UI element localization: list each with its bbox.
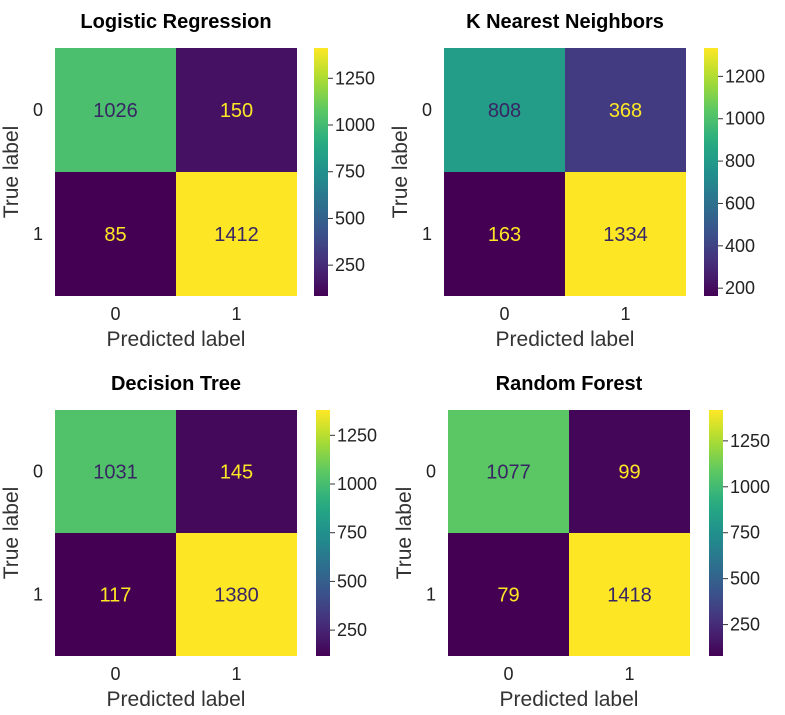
y-tick-label: 1 xyxy=(422,224,432,244)
confusion-matrix-panel-3: Random Forest 1077 99 79 1418 0 1 Predicted lab… xyxy=(393,373,770,711)
heatmap-cell xyxy=(176,48,297,172)
y-tick-label: 1 xyxy=(33,224,43,244)
x-axis-label: Predicted label xyxy=(496,328,635,351)
x-tick-label: 0 xyxy=(503,664,513,684)
colorbar-tick-label: 600 xyxy=(725,193,755,213)
heatmap-cell xyxy=(55,410,176,533)
cell-value-label: 145 xyxy=(220,462,253,484)
y-axis-label: True label xyxy=(0,126,23,219)
cell-value-label: 163 xyxy=(488,224,521,246)
confusion-matrix-panel-2: Decision Tree 1031 145 117 1380 0 1 Predicted l… xyxy=(0,373,377,711)
y-axis-label: True label xyxy=(0,487,23,580)
cell-value-label: 1418 xyxy=(607,585,652,607)
colorbar-tick-label: 500 xyxy=(337,571,367,591)
colorbar-tick-label: 1000 xyxy=(335,115,375,135)
y-axis-label: True label xyxy=(393,487,416,580)
cell-value-label: 1334 xyxy=(603,224,648,246)
colorbar xyxy=(316,410,330,656)
colorbar-tick-label: 1000 xyxy=(730,477,770,497)
panel-title: Decision Tree xyxy=(111,373,241,395)
heatmap-cell xyxy=(176,172,297,296)
cell-value-label: 808 xyxy=(488,100,521,122)
x-tick-label: 0 xyxy=(499,304,509,324)
heatmap-cell xyxy=(55,533,176,656)
y-tick-label: 1 xyxy=(33,585,43,605)
colorbar-tick-label: 750 xyxy=(730,523,760,543)
heatmap-cell xyxy=(569,410,690,533)
colorbar xyxy=(314,48,328,296)
cell-value-label: 99 xyxy=(618,462,640,484)
heatmap-cell xyxy=(448,533,569,656)
colorbar-tick-label: 1250 xyxy=(730,431,770,451)
cell-value-label: 150 xyxy=(220,100,253,122)
panel-title: Logistic Regression xyxy=(80,11,271,33)
cell-value-label: 117 xyxy=(100,585,132,607)
y-tick-label: 0 xyxy=(422,100,432,120)
colorbar-tick-label: 750 xyxy=(335,162,365,182)
colorbar-tick-label: 250 xyxy=(337,620,367,640)
colorbar-tick-label: 1200 xyxy=(725,66,765,86)
y-axis-label: True label xyxy=(389,126,412,219)
cell-value-label: 1412 xyxy=(214,224,259,246)
x-tick-label: 1 xyxy=(231,304,241,324)
cell-value-label: 85 xyxy=(104,224,126,246)
colorbar-tick-label: 200 xyxy=(725,278,755,298)
x-axis-label: Predicted label xyxy=(107,688,246,711)
y-tick-label: 0 xyxy=(33,100,43,120)
y-tick-label: 0 xyxy=(426,462,436,482)
cell-value-label: 1077 xyxy=(486,462,531,484)
heatmap-cell xyxy=(448,410,569,533)
cell-value-label: 368 xyxy=(609,100,642,122)
colorbar-tick-label: 400 xyxy=(725,236,755,256)
panel-title: Random Forest xyxy=(496,373,643,395)
cell-value-label: 1380 xyxy=(214,585,259,607)
heatmap-cell xyxy=(176,533,297,656)
heatmap-cell xyxy=(55,48,176,172)
colorbar xyxy=(704,48,718,296)
x-axis-label: Predicted label xyxy=(500,688,639,711)
colorbar-tick-label: 250 xyxy=(335,255,365,275)
heatmap-cell xyxy=(176,410,297,533)
colorbar-tick-label: 1000 xyxy=(725,109,765,129)
x-tick-label: 1 xyxy=(231,664,241,684)
panel-title: K Nearest Neighbors xyxy=(466,11,664,33)
colorbar-tick-label: 1000 xyxy=(337,474,377,494)
heatmap-cell xyxy=(565,48,686,172)
cell-value-label: 1026 xyxy=(93,100,138,122)
confusion-matrix-panel-1: K Nearest Neighbors 808 368 163 1334 0 1 Predic… xyxy=(389,11,765,351)
confusion-matrix-panel-0: Logistic Regression 1026 150 85 1412 0 1 Predic… xyxy=(0,11,375,351)
x-tick-label: 1 xyxy=(620,304,630,324)
cell-value-label: 1031 xyxy=(93,462,138,484)
heatmap-cell xyxy=(444,172,565,296)
cell-value-label: 79 xyxy=(497,585,519,607)
colorbar-tick-label: 500 xyxy=(335,208,365,228)
heatmap-cell xyxy=(565,172,686,296)
heatmap-cell xyxy=(569,533,690,656)
y-tick-label: 0 xyxy=(33,462,43,482)
colorbar xyxy=(709,410,723,656)
colorbar-tick-label: 250 xyxy=(730,615,760,635)
colorbar-tick-label: 750 xyxy=(337,523,367,543)
colorbar-tick-label: 1250 xyxy=(335,68,375,88)
x-tick-label: 1 xyxy=(624,664,634,684)
x-tick-label: 0 xyxy=(110,304,120,324)
x-axis-label: Predicted label xyxy=(107,328,246,351)
colorbar-tick-label: 500 xyxy=(730,569,760,589)
heatmap-cell xyxy=(55,172,176,296)
colorbar-tick-label: 1250 xyxy=(337,425,377,445)
colorbar-tick-label: 800 xyxy=(725,151,755,171)
heatmap-cell xyxy=(444,48,565,172)
y-tick-label: 1 xyxy=(426,585,436,605)
x-tick-label: 0 xyxy=(110,664,120,684)
